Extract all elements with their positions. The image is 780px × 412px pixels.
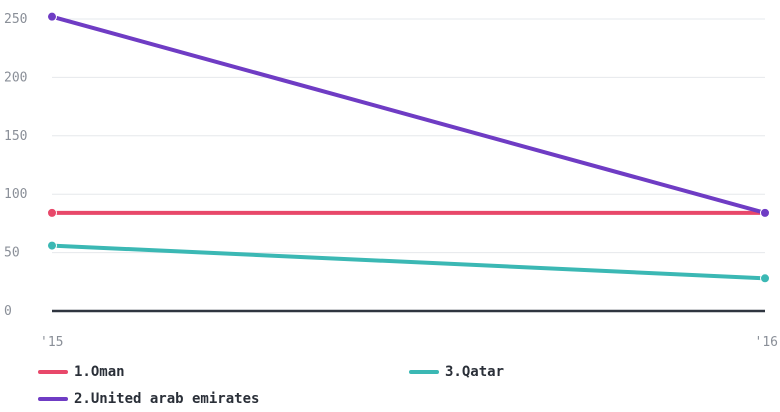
line-chart: 0 50 100 150 200 250 '15 '16 bbox=[4, 11, 778, 350]
legend-swatch-uae bbox=[38, 397, 68, 401]
data-point bbox=[760, 273, 770, 284]
legend-swatch-oman bbox=[38, 370, 68, 374]
legend-label-uae: 2.United arab emirates bbox=[74, 391, 260, 407]
legend-swatch-qatar bbox=[409, 370, 439, 374]
data-point bbox=[760, 207, 770, 218]
data-point bbox=[47, 207, 57, 218]
data-point bbox=[47, 11, 57, 22]
x-tick-label: '15 bbox=[40, 335, 63, 350]
gridlines bbox=[52, 18, 765, 254]
legend-item-qatar: 3.Qatar bbox=[409, 362, 504, 382]
y-axis-tick-labels: 0 50 100 150 200 250 bbox=[4, 12, 27, 319]
legend-label-oman: 1.Oman bbox=[74, 364, 125, 380]
legend-label-qatar: 3.Qatar bbox=[445, 364, 505, 380]
series-line bbox=[50, 243, 767, 281]
x-tick-label: '16 bbox=[755, 335, 778, 350]
y-tick-label: 150 bbox=[4, 129, 27, 144]
data-point bbox=[47, 240, 57, 251]
series-lines bbox=[50, 14, 767, 281]
x-axis-tick-labels: '15 '16 bbox=[40, 335, 778, 350]
legend-item-uae: 2.United arab emirates bbox=[38, 389, 259, 409]
series-points bbox=[47, 11, 770, 284]
series-line bbox=[50, 14, 767, 215]
y-tick-label: 0 bbox=[4, 304, 12, 319]
y-tick-label: 250 bbox=[4, 12, 27, 27]
legend-item-oman: 1.Oman bbox=[38, 362, 125, 382]
y-tick-label: 200 bbox=[4, 70, 27, 85]
y-tick-label: 50 bbox=[4, 246, 20, 261]
y-tick-label: 100 bbox=[4, 187, 27, 202]
chart-legend: 1.Oman 3.Qatar 2.United arab emirates bbox=[38, 362, 758, 412]
